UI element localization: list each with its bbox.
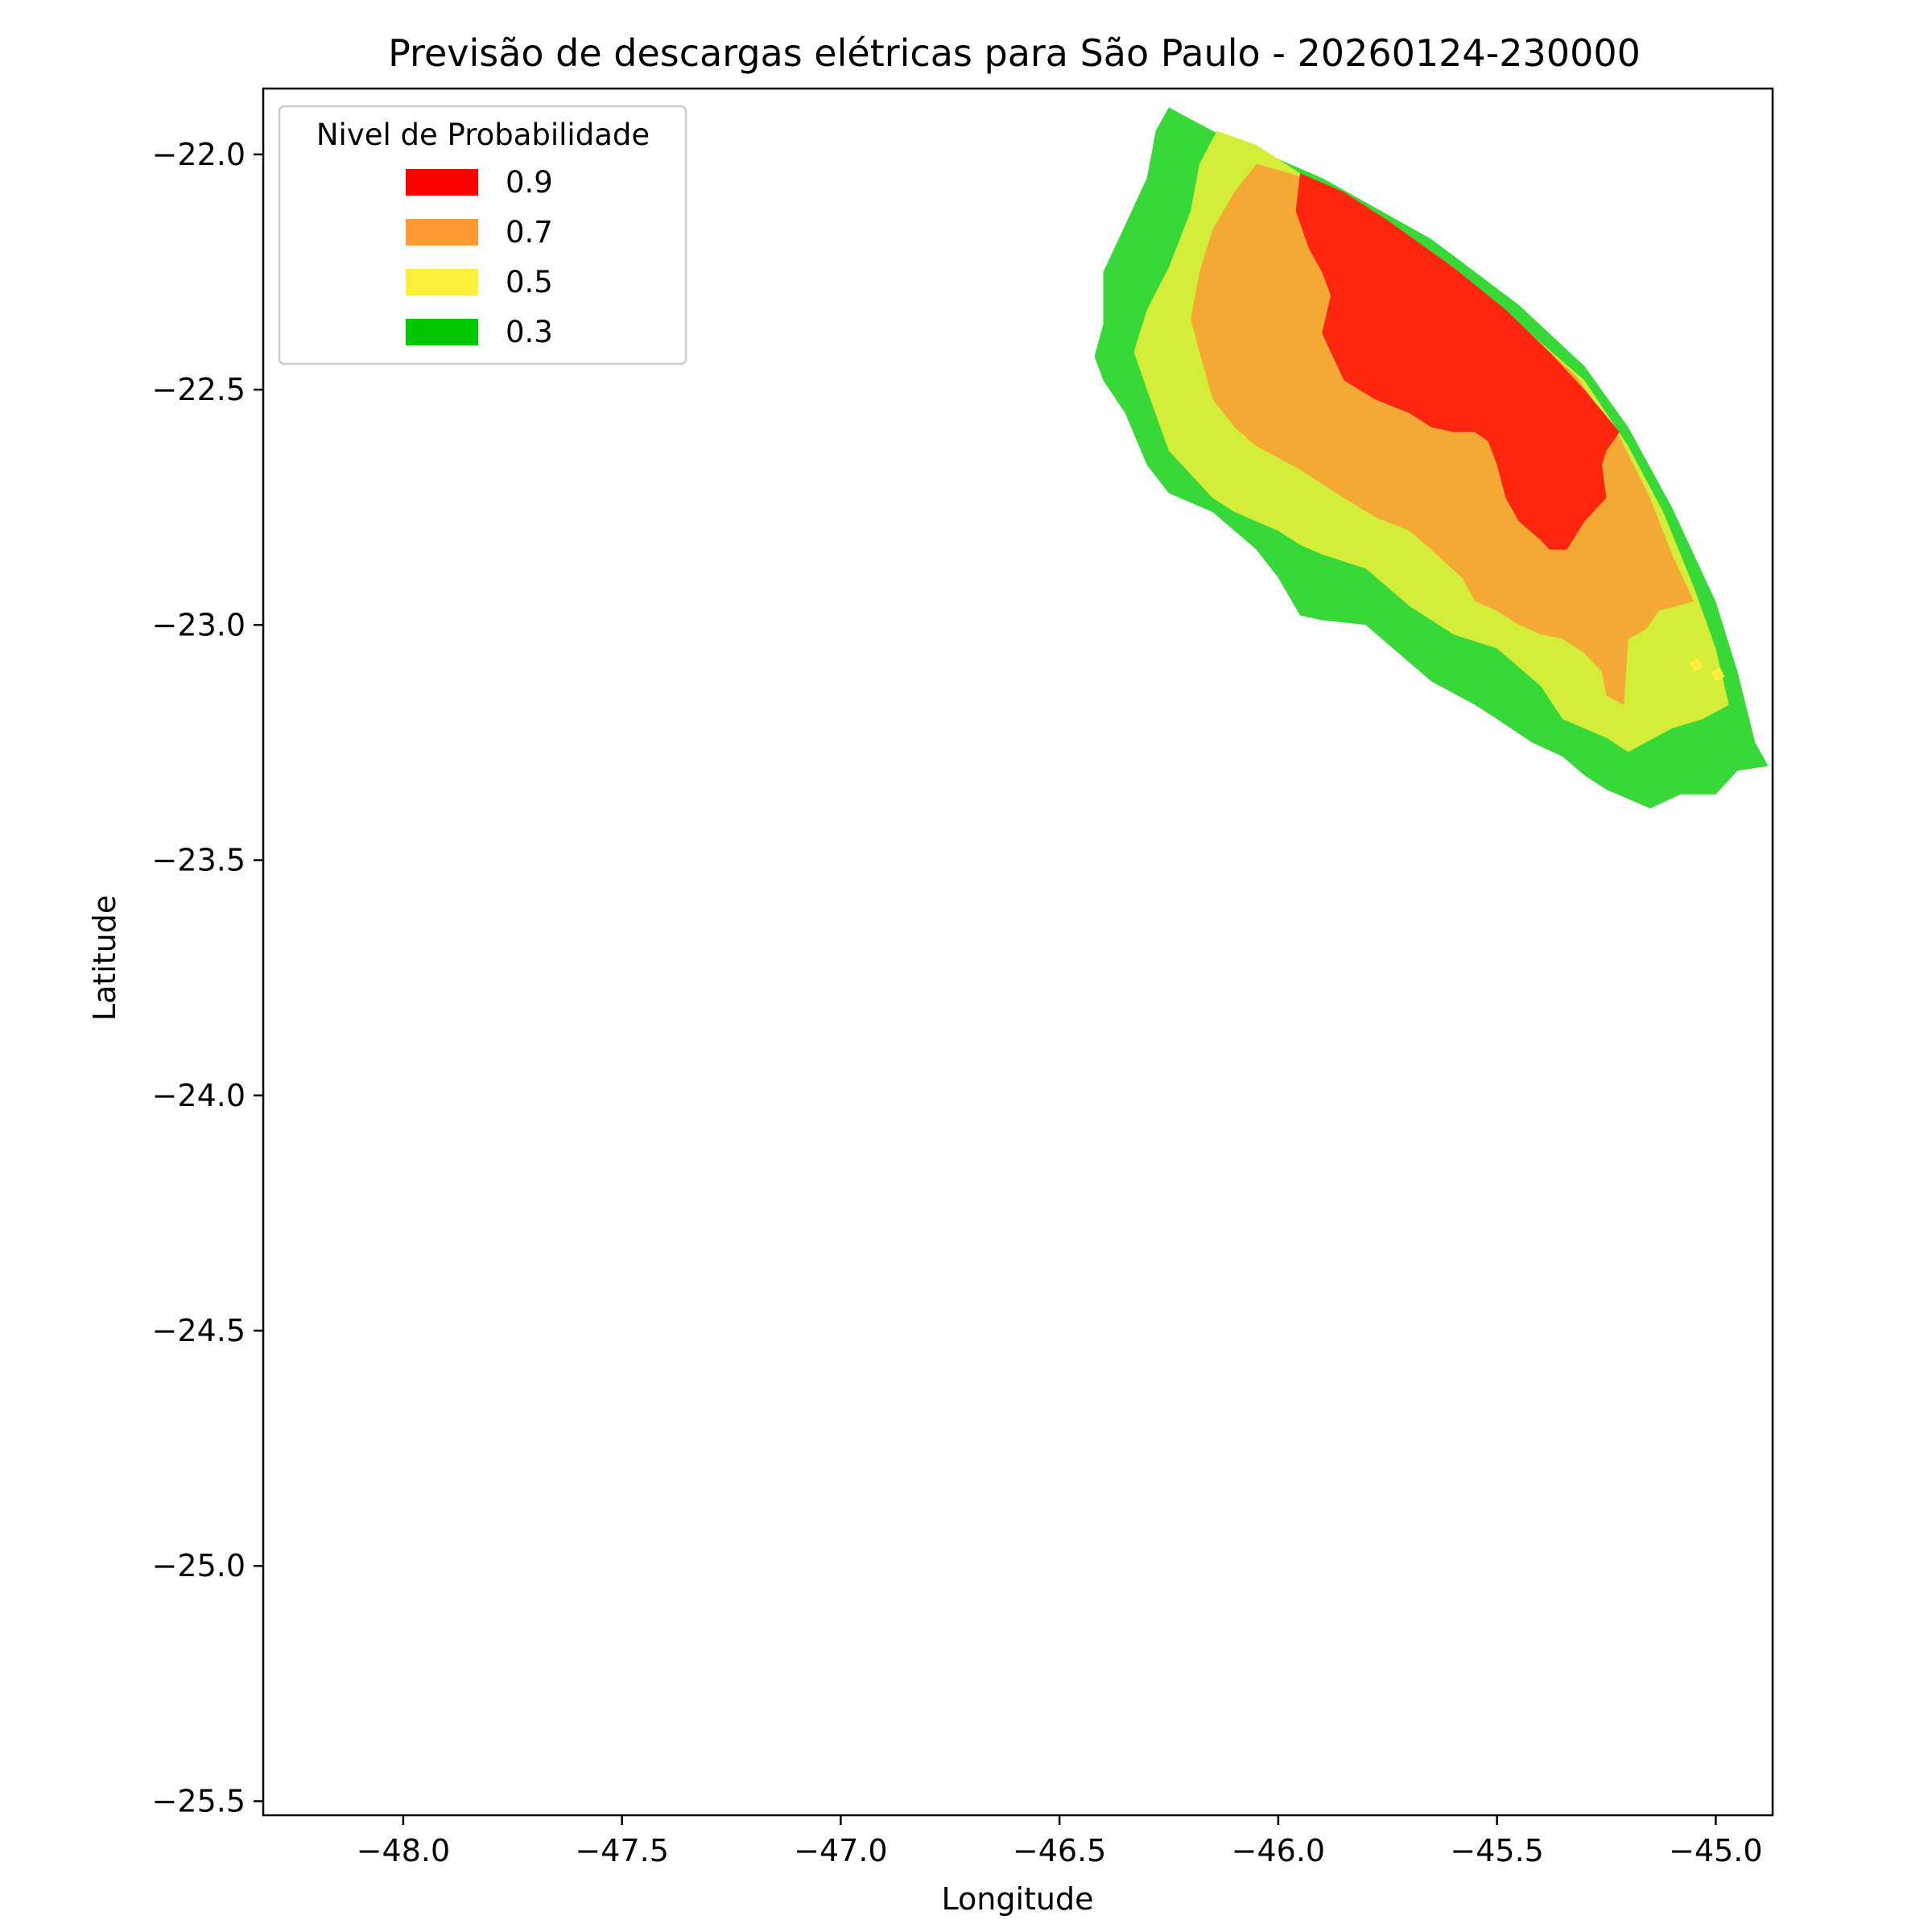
probability-regions — [1094, 107, 1769, 809]
legend-label-0-5: 0.5 — [506, 265, 553, 299]
plot-area-frame — [262, 87, 1774, 1817]
x-tick-label: −48.0 — [357, 1833, 450, 1868]
legend-label-0-7: 0.7 — [506, 215, 553, 250]
y-tick-label: −23.0 — [152, 607, 246, 642]
legend-title: Nivel de Probabilidade — [316, 118, 650, 152]
region-level-0-9-3 — [1295, 173, 1620, 550]
x-axis-title: Longitude — [942, 1881, 1094, 1917]
x-tick-label: −47.0 — [794, 1833, 887, 1868]
x-tick-label: −45.5 — [1450, 1833, 1543, 1868]
legend-label-0-9: 0.9 — [506, 165, 553, 200]
y-axis-title: Latitude — [87, 895, 122, 1021]
x-tick-label: −46.0 — [1232, 1833, 1325, 1868]
y-tick-label: −22.5 — [152, 372, 246, 407]
region-level-0-5-5 — [1711, 667, 1725, 682]
legend-label-0-3: 0.3 — [506, 315, 553, 349]
y-axis: −22.0 −22.5 −23.0 −23.5 −24.0 −24.5 −25.0 −25.5 — [152, 137, 263, 1818]
x-tick-label: −46.5 — [1013, 1833, 1106, 1868]
y-tick-label: −23.5 — [152, 843, 246, 878]
y-tick-label: −24.5 — [152, 1313, 246, 1348]
legend: Nivel de Probabilidade 0.9 0.7 0.5 0.3 — [278, 105, 687, 365]
y-tick-label: −25.0 — [152, 1548, 246, 1583]
legend-entries: 0.9 0.7 0.5 0.3 — [406, 165, 553, 349]
legend-box — [278, 105, 687, 365]
region-level-0-5-4 — [1689, 658, 1703, 672]
x-axis: −48.0 −47.5 −47.0 −46.5 −46.0 −45.5 −45.0 — [357, 1815, 1763, 1868]
legend-swatch-0-7 — [406, 219, 478, 246]
legend-swatch-0-3 — [406, 319, 478, 345]
x-tick-label: −45.0 — [1669, 1833, 1762, 1868]
legend-swatch-0-9 — [406, 169, 478, 196]
legend-swatch-0-5 — [406, 269, 478, 295]
y-tick-label: −25.5 — [152, 1783, 246, 1818]
y-tick-label: −22.0 — [152, 137, 246, 172]
x-tick-label: −47.5 — [575, 1833, 668, 1868]
chart-title: Previsão de descargas elétricas para São… — [388, 31, 1641, 75]
y-tick-label: −24.0 — [152, 1078, 246, 1113]
region-level-0-7-2 — [1191, 163, 1695, 705]
